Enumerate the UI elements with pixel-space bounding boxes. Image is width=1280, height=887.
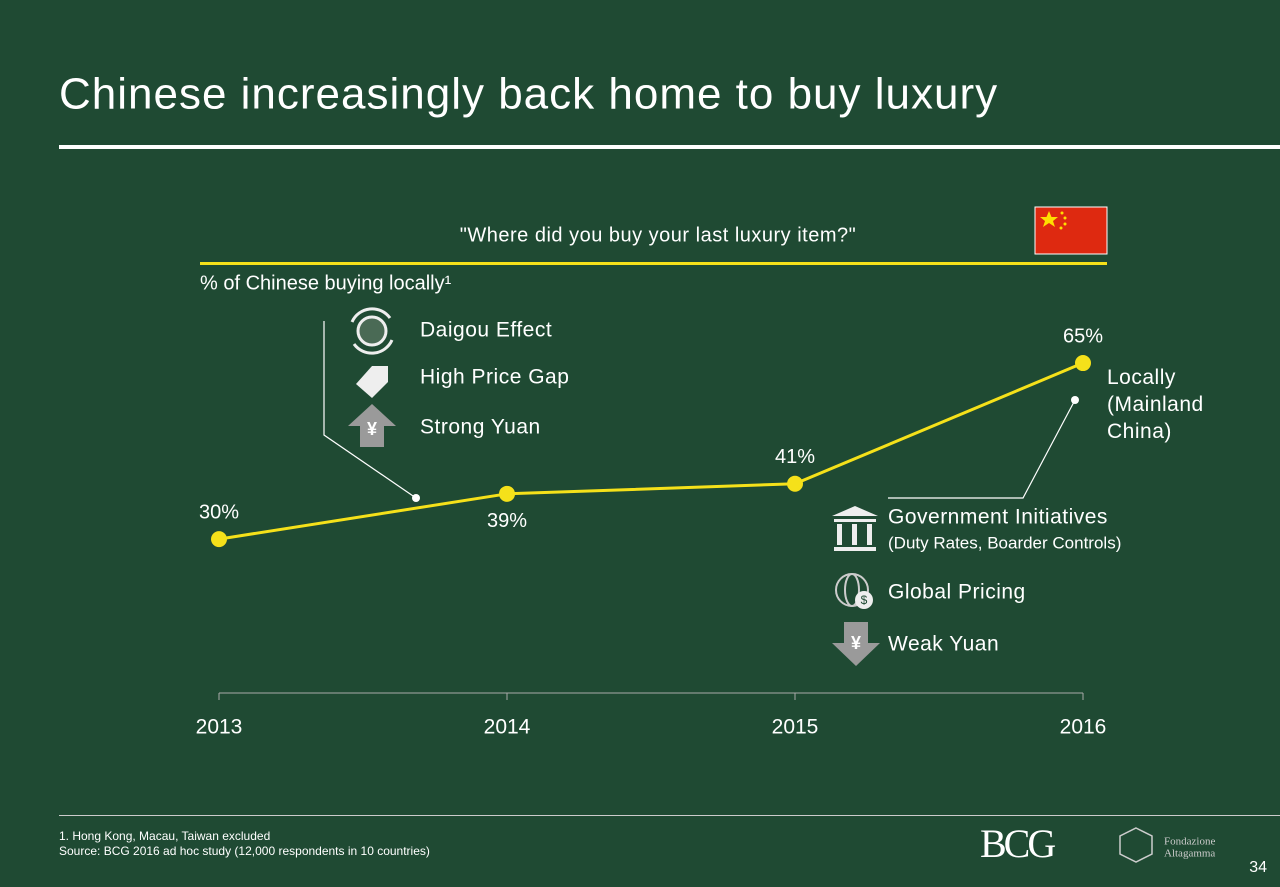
driver-label: Government Initiatives: [888, 506, 1108, 529]
up-arrow-icon: ¥: [348, 404, 396, 447]
building-icon: [832, 506, 878, 551]
value-label: 39%: [487, 510, 527, 532]
value-label: 65%: [1063, 325, 1103, 347]
series-line: [218, 361, 1084, 541]
partner-icon: [1119, 827, 1153, 863]
bcg-logo: BCG: [980, 821, 1055, 866]
svg-text:¥: ¥: [367, 419, 377, 439]
question: "Where did you buy your last luxury item…: [460, 224, 856, 246]
x-tick-label: 2014: [484, 716, 531, 739]
x-tick-label: 2016: [1060, 716, 1107, 739]
question-rule: [200, 262, 1107, 265]
connector-dot: [1071, 396, 1079, 404]
driver-label: Weak Yuan: [888, 633, 999, 656]
series-label: Locally (Mainland China): [1107, 366, 1204, 443]
slide-title: Chinese increasingly back home to buy lu…: [59, 70, 998, 119]
data-point: [211, 531, 227, 548]
footer-rule: [59, 815, 1280, 816]
partner-name: Fondazione: [1164, 836, 1215, 848]
down-arrow-icon: ¥: [832, 622, 880, 666]
data-point: [1075, 355, 1091, 372]
title-rule: [59, 145, 1280, 149]
page-number: 34: [1249, 859, 1267, 876]
svg-text:¥: ¥: [851, 633, 861, 653]
driver-label: Strong Yuan: [420, 416, 541, 439]
source: Source: BCG 2016 ad hoc study (12,000 re…: [59, 844, 430, 858]
tag-icon: [356, 366, 388, 398]
china-flag: [1034, 206, 1108, 255]
connector: [888, 399, 1076, 499]
driver-note: (Duty Rates, Boarder Controls): [888, 533, 1121, 552]
pricing-icon: $: [835, 573, 873, 609]
driver-label: High Price Gap: [420, 366, 569, 389]
value-label: 30%: [199, 501, 239, 523]
globe-icon: [350, 307, 394, 355]
data-point: [499, 485, 515, 502]
x-tick-label: 2013: [196, 716, 243, 739]
connector-dot: [412, 494, 420, 502]
y-label: % of Chinese buying locally¹: [200, 272, 452, 294]
value-label: 41%: [775, 446, 815, 468]
footnote: 1. Hong Kong, Macau, Taiwan excluded: [59, 829, 270, 843]
data-point: [787, 475, 803, 492]
svg-text:$: $: [861, 593, 868, 607]
connector: [323, 321, 417, 499]
driver-label: Daigou Effect: [420, 319, 552, 342]
driver-label: Global Pricing: [888, 581, 1026, 604]
x-tick-label: 2015: [772, 716, 819, 739]
partner-name: Altagamma: [1164, 848, 1215, 860]
